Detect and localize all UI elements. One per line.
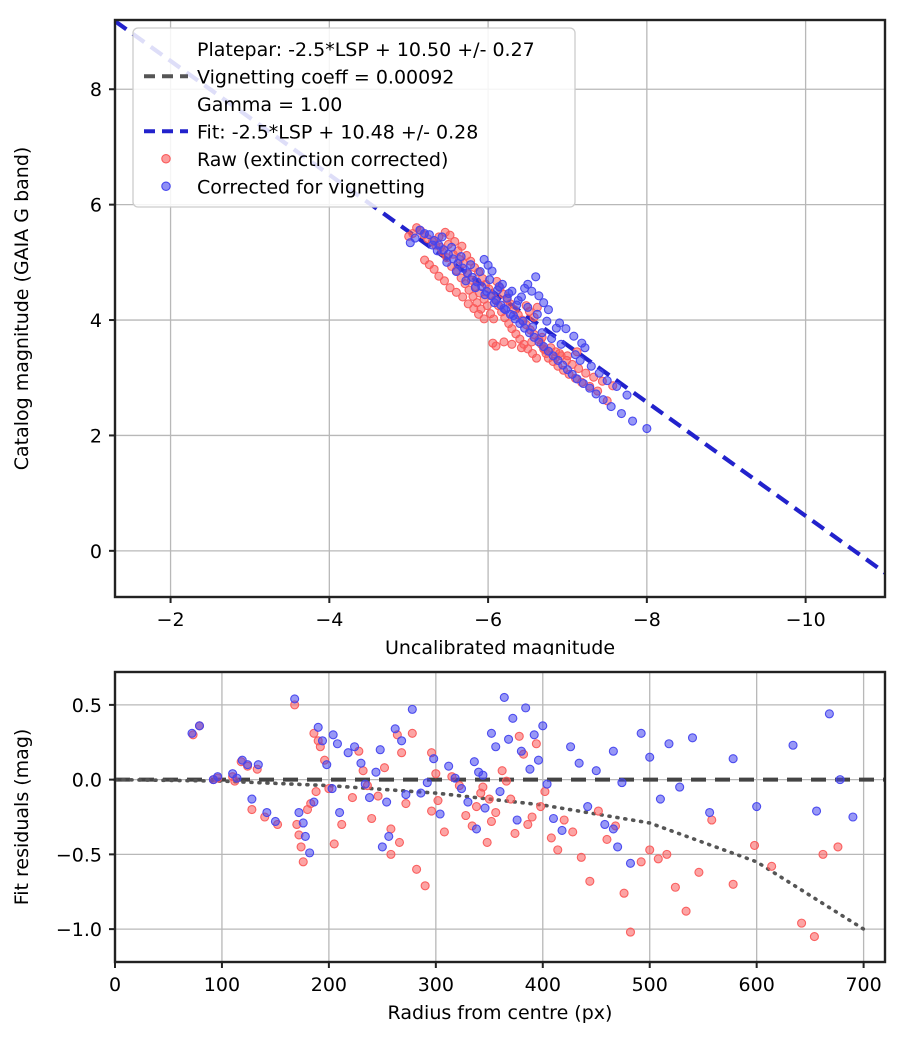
x-tick-label: 700 xyxy=(845,974,881,996)
x-tick-label: −6 xyxy=(474,609,502,631)
y-tick-label: 8 xyxy=(90,79,102,101)
axis-frame xyxy=(113,18,887,599)
legend-label: Platepar: -2.5*LSP + 10.50 +/- 0.27 xyxy=(197,39,535,61)
legend-label: Gamma = 1.00 xyxy=(197,94,342,116)
legend-entry: Corrected for vignetting xyxy=(161,176,425,198)
x-tick-label: 0 xyxy=(109,974,121,996)
axis-ticks: −2 −4 −6 −8 −10 0 2 4 6 8 xyxy=(90,79,826,631)
residual-series-corrected xyxy=(187,692,858,868)
y-axis-label: Catalog magnitude (GAIA G band) xyxy=(11,147,33,471)
legend-entry: Fit: -2.5*LSP + 10.48 +/- 0.28 xyxy=(144,121,478,143)
scatter-series-corrected xyxy=(405,225,652,434)
legend-box: Platepar: -2.5*LSP + 10.50 +/- 0.27 Vigne… xyxy=(132,27,576,208)
legend-label: Raw (extinction corrected) xyxy=(197,149,448,171)
x-tick-label: −4 xyxy=(315,609,343,631)
y-tick-label: −0.5 xyxy=(56,844,102,866)
x-tick-label: 600 xyxy=(739,974,775,996)
y-tick-label: 0.5 xyxy=(72,695,102,717)
x-tick-label: −8 xyxy=(633,609,661,631)
residual-series-raw xyxy=(188,700,843,942)
legend-label: Fit: -2.5*LSP + 10.48 +/- 0.28 xyxy=(197,121,478,143)
x-tick-label: 100 xyxy=(204,974,240,996)
y-tick-label: 6 xyxy=(90,195,102,217)
x-tick-label: 200 xyxy=(311,974,347,996)
legend-entry: Vignetting coeff = 0.00092 xyxy=(144,66,454,88)
residuals-plot-svg: 0 100 200 300 400 500 600 700 0.5 0.0 −0.5 −1.0 Radi… xyxy=(11,670,887,1024)
legend-entry: Gamma = 1.00 xyxy=(197,94,342,116)
y-axis-label: Fit residuals (mag) xyxy=(11,729,33,906)
y-tick-label: 0 xyxy=(90,541,102,563)
legend-entry: Platepar: -2.5*LSP + 10.50 +/- 0.27 xyxy=(197,39,535,61)
x-axis-label: Radius from centre (px) xyxy=(388,1002,613,1024)
axis-ticks: 0 100 200 300 400 500 600 700 0.5 0.0 −0.5 −1.0 xyxy=(56,695,882,996)
x-axis-label: Uncalibrated magnitude xyxy=(385,637,615,655)
legend-entry: Raw (extinction corrected) xyxy=(161,149,448,171)
axis-frame xyxy=(113,670,887,964)
calibration-plot-svg: −2 −4 −6 −8 −10 0 2 4 6 8 Uncalibrated magnitude Ca… xyxy=(11,18,887,655)
fit-residuals-panel: 0 100 200 300 400 500 600 700 0.5 0.0 −0.5 −1.0 Radi… xyxy=(0,655,900,1050)
y-tick-label: −1.0 xyxy=(56,919,102,941)
y-tick-label: 0.0 xyxy=(72,770,102,792)
x-tick-label: 400 xyxy=(525,974,561,996)
x-tick-label: 300 xyxy=(418,974,454,996)
legend-label: Corrected for vignetting xyxy=(197,176,425,198)
photometric-calibration-panel: −2 −4 −6 −8 −10 0 2 4 6 8 Uncalibrated magnitude Ca… xyxy=(11,18,887,655)
legend-label: Vignetting coeff = 0.00092 xyxy=(197,66,454,88)
blue-dot-icon xyxy=(161,181,171,192)
red-dot-icon xyxy=(161,154,171,164)
x-tick-label: 500 xyxy=(632,974,668,996)
x-tick-label: −10 xyxy=(786,609,826,631)
x-tick-label: −2 xyxy=(157,609,185,631)
y-tick-label: 2 xyxy=(90,425,102,447)
y-tick-label: 4 xyxy=(90,310,102,332)
